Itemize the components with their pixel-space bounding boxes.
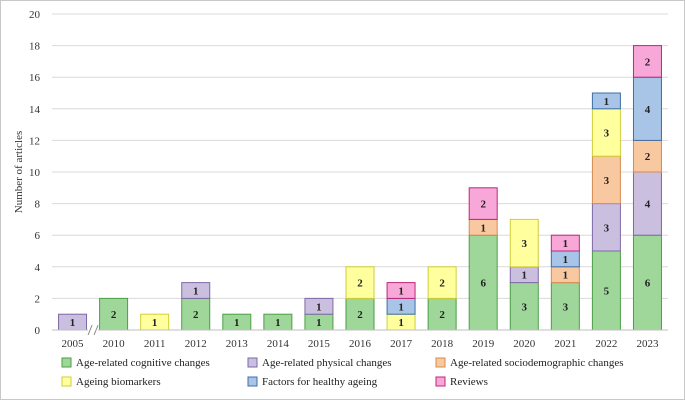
data-label: 1 — [604, 96, 610, 108]
data-label: 5 — [604, 286, 610, 298]
bar-segment — [345, 266, 375, 299]
x-tick-label: 2012 — [185, 338, 207, 350]
data-label: 1 — [480, 222, 486, 234]
axis-break-mark — [93, 324, 99, 336]
data-label: 2 — [439, 309, 445, 321]
legend-label: Reviews — [450, 376, 488, 388]
data-label: 1 — [563, 238, 569, 250]
data-label: 1 — [563, 270, 569, 282]
data-label: 4 — [645, 199, 651, 211]
bar-segment — [591, 92, 621, 110]
legend: Age-related cognitive changes Age-related… — [61, 357, 623, 388]
x-tick-label: 2015 — [308, 338, 331, 350]
data-label: 2 — [357, 278, 363, 290]
y-tick-label: 4 — [35, 262, 41, 274]
x-tick-label: 2023 — [636, 338, 659, 350]
data-label: 1 — [398, 286, 404, 298]
legend-label: Factors for healthy ageing — [262, 376, 378, 388]
x-tick-label: 2020 — [513, 338, 536, 350]
legend-swatch — [435, 376, 446, 387]
x-tick-label: 2017 — [390, 338, 413, 350]
bar-segment — [550, 234, 580, 252]
legend-swatch — [61, 376, 72, 387]
y-tick-label: 8 — [35, 199, 41, 211]
bar-segment — [181, 297, 211, 331]
x-tick-label: 2018 — [431, 338, 454, 350]
y-tick-label: 12 — [29, 135, 40, 147]
axis-break-mark — [87, 324, 93, 336]
data-label: 3 — [563, 301, 569, 313]
data-label: 2 — [439, 278, 445, 290]
data-label: 3 — [604, 222, 610, 234]
x-tick-label: 2005 — [62, 338, 85, 350]
x-tick-label: 2019 — [472, 338, 495, 350]
y-tick-label: 16 — [29, 72, 41, 84]
y-tick-label: 18 — [29, 41, 41, 53]
bar-segment — [468, 187, 498, 220]
legend-label: Age-related sociodemographic changes — [450, 357, 623, 369]
data-label: 1 — [70, 317, 76, 329]
legend-swatch — [247, 376, 258, 387]
data-label: 3 — [604, 128, 610, 140]
x-tick-label: 2022 — [595, 338, 617, 350]
y-tick-label: 20 — [29, 9, 41, 21]
legend-label: Age-related cognitive changes — [76, 357, 210, 369]
data-label: 3 — [522, 238, 528, 250]
data-label: 1 — [563, 254, 569, 266]
data-label: 2 — [357, 309, 363, 321]
data-label: 3 — [604, 175, 610, 187]
x-tick-label: 2010 — [103, 338, 126, 350]
bar-segment — [386, 282, 416, 299]
legend-label: Age-related physical changes — [262, 357, 392, 369]
data-label: 1 — [275, 317, 281, 329]
bar-segment — [304, 297, 334, 315]
data-label: 1 — [522, 270, 528, 282]
axis-break-mask — [88, 324, 99, 336]
x-tick-label: 2013 — [226, 338, 249, 350]
y-tick-label: 14 — [29, 104, 41, 116]
bar-segment — [632, 45, 662, 78]
data-label: 1 — [398, 317, 404, 329]
y-axis-title: Number of articles — [13, 131, 25, 213]
bar-segment — [591, 155, 621, 205]
y-tick-label: 0 — [35, 325, 41, 337]
x-tick-label: 2021 — [554, 338, 576, 350]
bars: 1 2 1 2 1 1 1 1 1 2 2 1 1 1 2 2 6 1 2 3 1 3 3 1 1 1 5 3 3 3 1 6 4 2 4 2 — [58, 45, 662, 331]
data-label: 2 — [111, 309, 117, 321]
y-tick-label: 10 — [29, 167, 41, 179]
data-label: 6 — [480, 278, 486, 290]
data-label: 4 — [645, 104, 651, 116]
data-label: 1 — [316, 317, 322, 329]
bar-segment — [509, 218, 539, 268]
data-label: 2 — [645, 56, 651, 68]
bar-segment — [591, 108, 621, 157]
data-label: 1 — [193, 286, 199, 298]
bar-segment — [99, 297, 129, 331]
bar-segment — [591, 203, 621, 252]
bar-segment — [427, 266, 457, 299]
data-label: 1 — [316, 301, 322, 313]
x-tick-label: 2014 — [267, 338, 290, 350]
data-label: 6 — [645, 278, 651, 290]
y-tick-label: 6 — [35, 230, 41, 242]
data-label: 2 — [645, 151, 651, 163]
bar-segment — [632, 171, 662, 236]
legend-swatch — [61, 357, 72, 368]
legend-label: Ageing biomarkers — [76, 376, 161, 388]
legend-swatch — [247, 357, 258, 368]
data-label: 1 — [398, 301, 404, 313]
data-label: 1 — [152, 317, 158, 329]
x-tick-label: 2016 — [349, 338, 372, 350]
data-label: 3 — [522, 301, 528, 313]
legend-swatch — [435, 357, 446, 368]
data-label: 2 — [193, 309, 199, 321]
bar-segment — [181, 282, 211, 299]
x-tick-label: 2011 — [144, 338, 166, 350]
data-label: 2 — [480, 199, 486, 211]
data-label: 1 — [234, 317, 240, 329]
y-tick-label: 2 — [35, 293, 41, 305]
